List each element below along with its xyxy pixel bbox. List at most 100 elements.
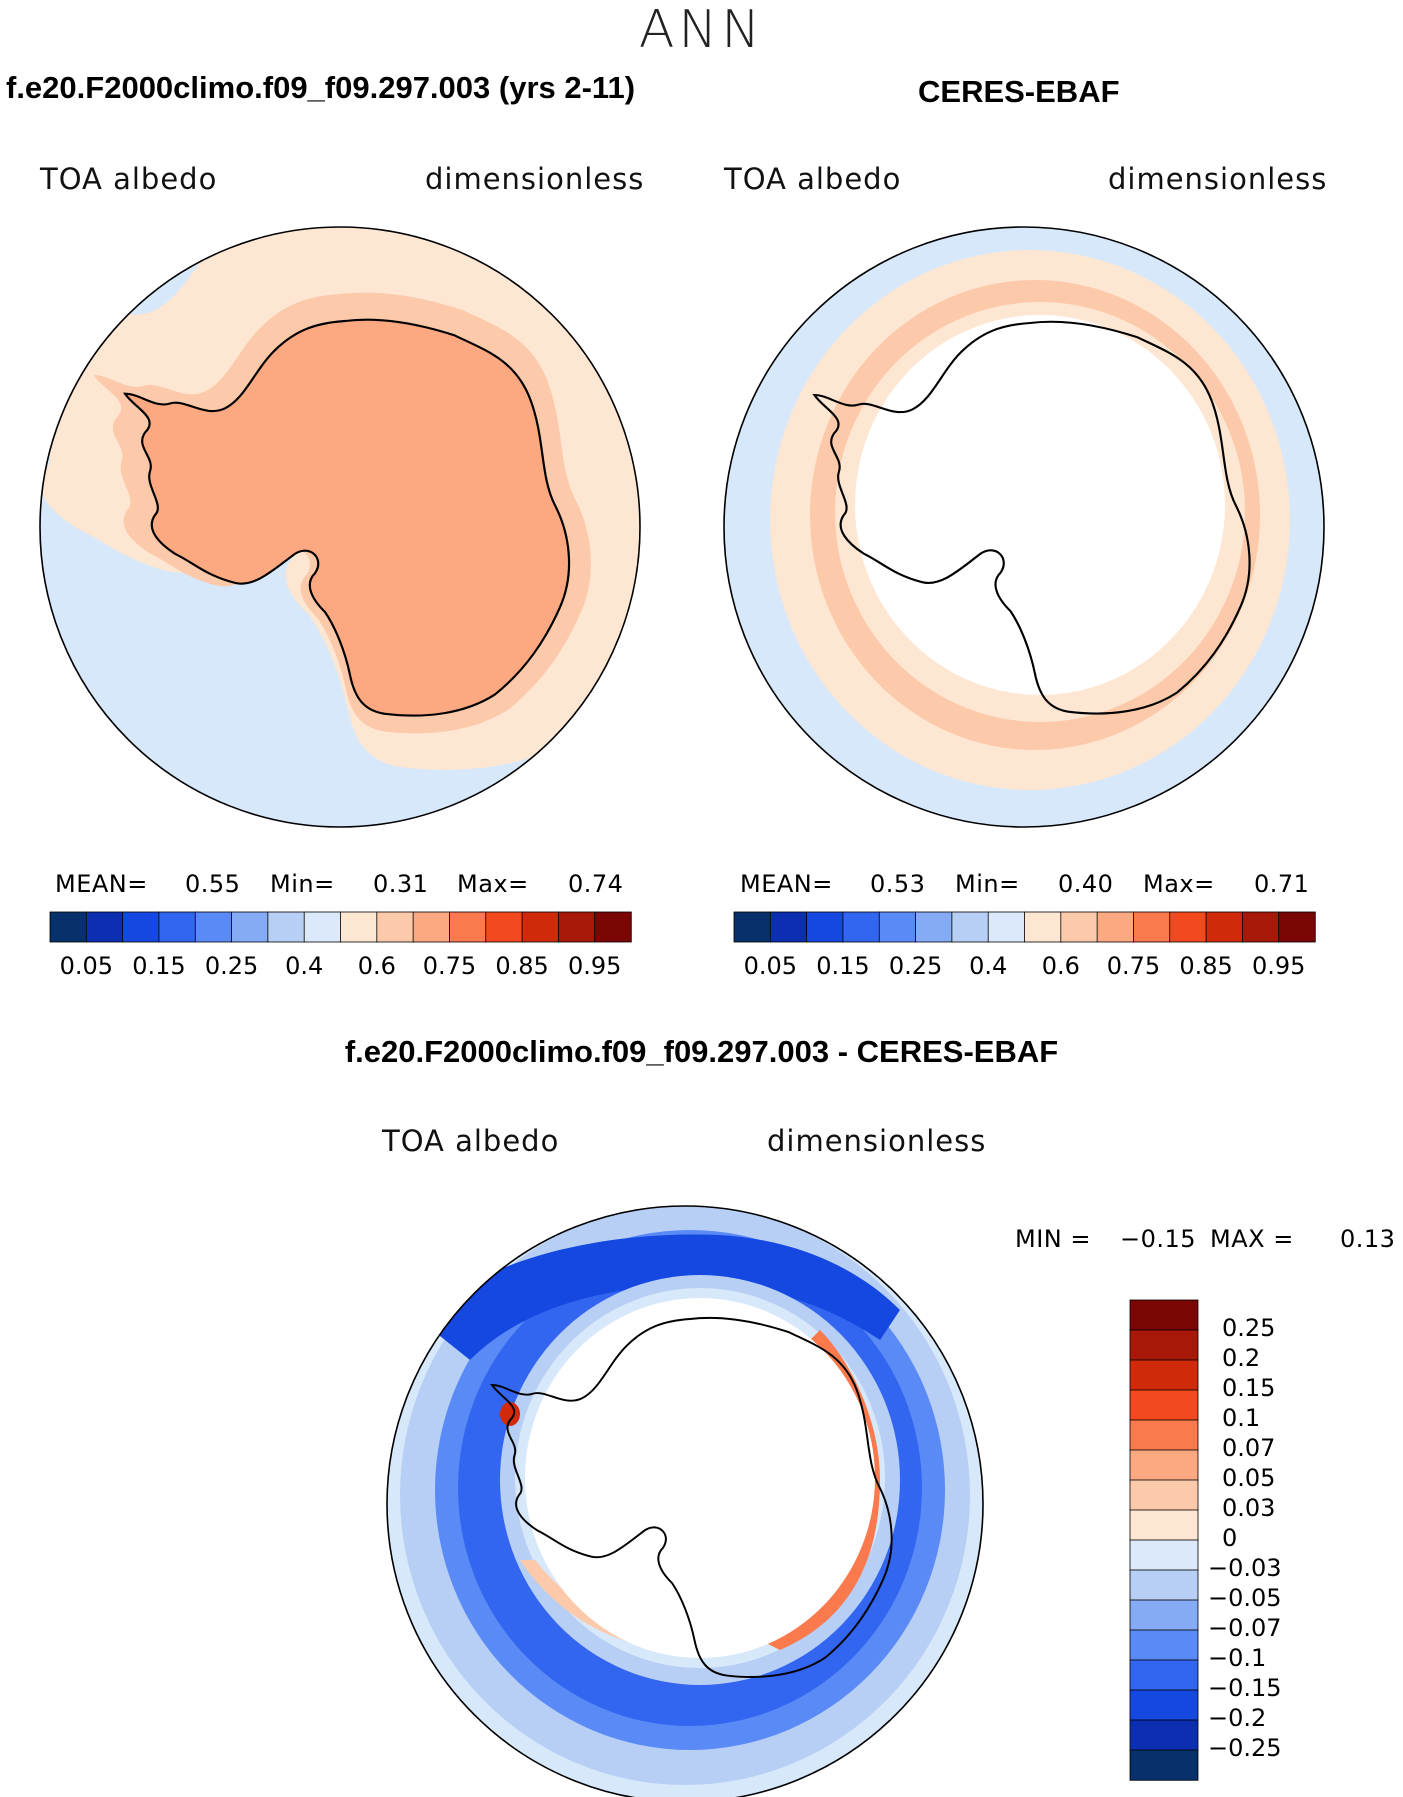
colorbar-swatch: [1129, 1539, 1199, 1571]
colorbar-tick-label: 0.95: [1251, 952, 1306, 980]
colorbar-diff-labels: 0.25 0.2 0.15 0.1 0.07 0.05 0.03 0 −0.03 −0.05 −0.…: [1208, 1300, 1358, 1780]
colorbar-swatch: [1129, 1689, 1199, 1721]
diff-boundary: [386, 1205, 984, 1797]
colorbar-swatch: [194, 911, 233, 943]
colorbar-tick-label: 0.4: [969, 952, 1008, 980]
panel1-mean-label: MEAN=: [55, 870, 148, 898]
colorbar-diff: [1129, 1299, 1199, 1781]
colorbar-swatch: [412, 911, 451, 943]
colorbar-swatch: [1129, 1569, 1199, 1601]
colorbar-swatch: [1169, 911, 1207, 943]
colorbar-tick-label: 0.6: [1041, 952, 1080, 980]
colorbar-tick-label: −0.15: [1208, 1674, 1282, 1702]
diff-min: −0.15: [1120, 1225, 1197, 1253]
panel1-max-label: Max=: [457, 870, 529, 898]
colorbar-model-labels: 0.05 0.15 0.25 0.4 0.6 0.75 0.85 0.95: [50, 952, 631, 982]
colorbar-swatch: [951, 911, 989, 943]
colorbar-swatch: [1129, 1599, 1199, 1631]
diff-core-band: [420, 1234, 900, 1360]
colorbar-tick-label: 0.85: [1179, 952, 1233, 980]
colorbar-tick-label: 0.75: [422, 952, 477, 980]
panel2-units: dimensionless: [1108, 162, 1328, 196]
colorbar-swatch: [1129, 1389, 1199, 1421]
colorbar-swatch: [1129, 1449, 1199, 1481]
colorbar-swatch: [1129, 1479, 1199, 1511]
colorbar-swatch: [85, 911, 124, 943]
colorbar-swatch: [878, 911, 917, 943]
colorbar-swatch: [806, 911, 844, 943]
colorbar-swatch: [733, 911, 772, 943]
diff-min-label: MIN =: [1015, 1225, 1091, 1253]
colorbar-tick-label: −0.03: [1208, 1554, 1282, 1582]
map2-coastline: [812, 320, 1251, 715]
diff-missing: [525, 1298, 875, 1658]
colorbar-tick-label: 0.75: [1106, 952, 1161, 980]
colorbar-obs-labels: 0.05 0.15 0.25 0.4 0.6 0.75 0.85 0.95: [734, 952, 1315, 982]
colorbar-swatch: [1129, 1749, 1199, 1781]
map1-coastline: [122, 318, 571, 717]
colorbar-tick-label: 0.03: [1222, 1494, 1276, 1522]
colorbar-swatch: [915, 911, 953, 943]
diff-variable: TOA albedo: [382, 1124, 560, 1158]
colorbar-swatch: [158, 911, 196, 943]
panel2-min: 0.40: [1058, 870, 1114, 898]
colorbar-tick-label: 0.95: [567, 952, 622, 980]
colorbar-tick-label: 0.85: [495, 952, 549, 980]
colorbar-swatch: [1129, 1659, 1199, 1691]
colorbar-swatch: [1129, 1719, 1199, 1751]
colorbar-tick-label: 0.15: [132, 952, 186, 980]
panel1-mean: 0.55: [185, 870, 241, 898]
panel1-units: dimensionless: [425, 162, 645, 196]
colorbar-tick-label: 0.15: [1222, 1374, 1276, 1402]
colorbar-swatch: [449, 911, 487, 943]
colorbar-tick-label: 0.6: [357, 952, 396, 980]
panel1-max: 0.74: [568, 870, 624, 898]
panel1-min: 0.31: [373, 870, 429, 898]
colorbar-swatch: [1133, 911, 1171, 943]
diff-units: dimensionless: [767, 1124, 987, 1158]
colorbar-swatch: [340, 911, 378, 943]
colorbar-swatch: [1129, 1509, 1199, 1541]
diff-max: 0.13: [1340, 1225, 1396, 1253]
colorbar-swatch: [987, 911, 1026, 943]
panel2-mean: 0.53: [870, 870, 926, 898]
colorbar-swatch: [49, 911, 88, 943]
colorbar-swatch: [1205, 911, 1244, 943]
colorbar-swatch: [1060, 911, 1098, 943]
panel2-min-label: Min=: [955, 870, 1020, 898]
panel2-variable: TOA albedo: [724, 162, 902, 196]
colorbar-swatch: [1278, 911, 1316, 943]
colorbar-swatch: [1129, 1329, 1199, 1361]
colorbar-tick-label: −0.05: [1208, 1584, 1282, 1612]
panel1-min-label: Min=: [270, 870, 335, 898]
diff-coastline: [490, 1316, 893, 1678]
colorbar-swatch: [1129, 1629, 1199, 1661]
colorbar-tick-label: 0.4: [285, 952, 324, 980]
colorbar-swatch: [376, 911, 414, 943]
colorbar-tick-label: 0.25: [888, 952, 943, 980]
colorbar-swatch: [303, 911, 342, 943]
diff-title: f.e20.F2000climo.f09_f09.297.003 - CERES…: [344, 1034, 1059, 1069]
colorbar-swatch: [1024, 911, 1062, 943]
map2-missing: [855, 315, 1225, 695]
colorbar-swatch: [1241, 911, 1280, 943]
map1-continent: [125, 319, 570, 716]
season-title: ANN: [638, 0, 765, 60]
panel2-mean-label: MEAN=: [740, 870, 833, 898]
colorbar-tick-label: 0.05: [59, 952, 114, 980]
panel2-max-label: Max=: [1143, 870, 1215, 898]
colorbar-tick-label: 0.07: [1222, 1434, 1276, 1462]
colorbar-tick-label: 0.25: [204, 952, 259, 980]
colorbar-model: [49, 911, 632, 943]
colorbar-swatch: [485, 911, 523, 943]
colorbar-tick-label: 0.25: [1222, 1314, 1276, 1342]
colorbar-swatch: [594, 911, 632, 943]
colorbar-obs: [733, 911, 1316, 943]
colorbar-swatch: [1129, 1299, 1199, 1331]
colorbar-swatch: [521, 911, 560, 943]
panel2-title: CERES-EBAF: [918, 74, 1120, 109]
panel2-max: 0.71: [1254, 870, 1310, 898]
